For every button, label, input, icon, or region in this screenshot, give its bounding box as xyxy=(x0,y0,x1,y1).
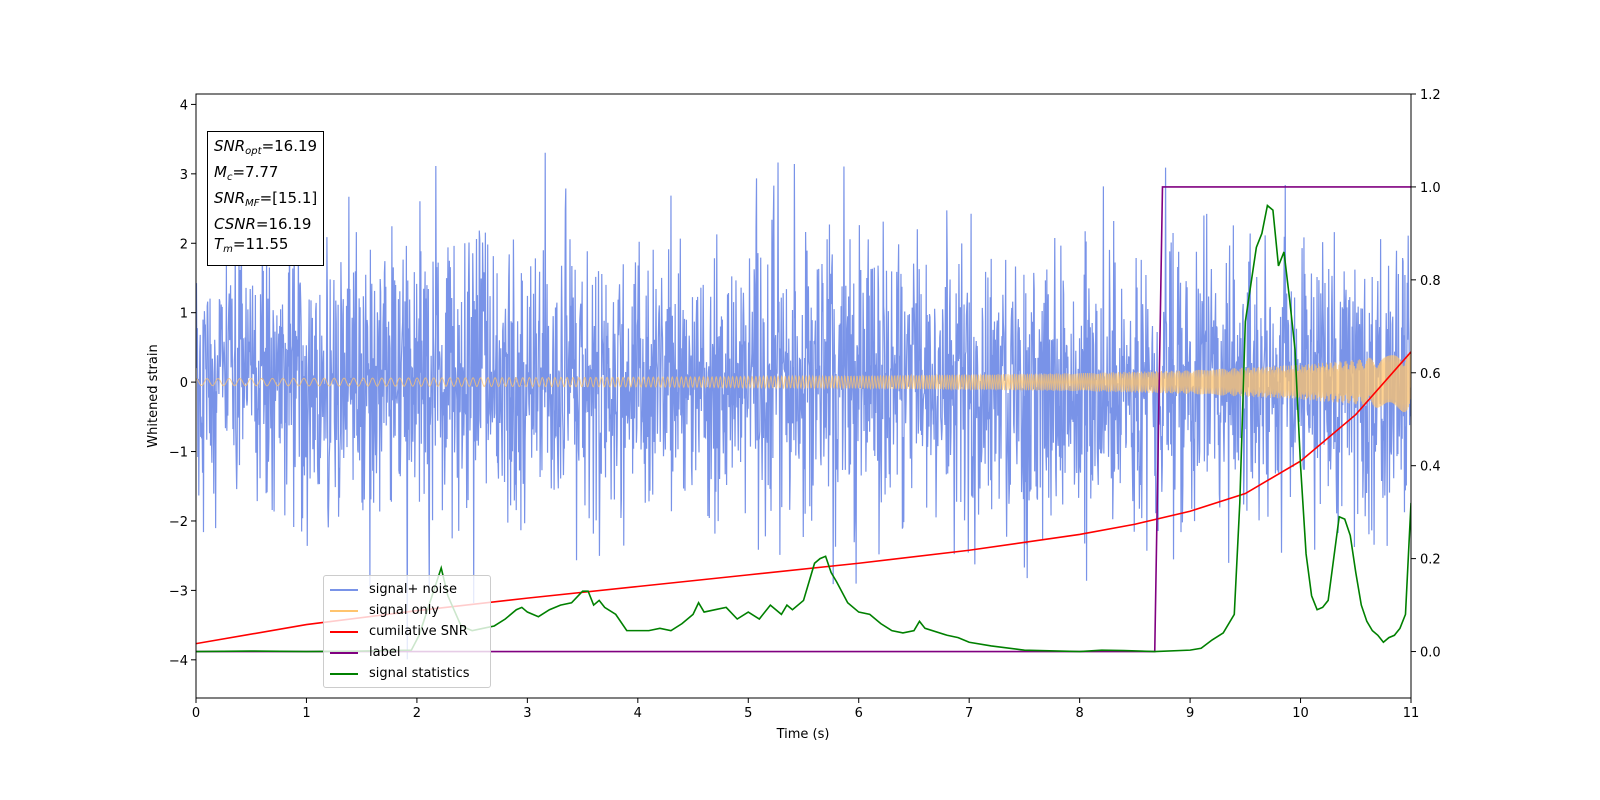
x-tick-label: 9 xyxy=(1186,706,1194,721)
info-line: SNRMF=[15.1] xyxy=(214,189,318,209)
legend-label: cumilative SNR xyxy=(369,624,468,639)
y2-tick-label: 0.4 xyxy=(1420,460,1441,475)
y2-tick-label: 0.6 xyxy=(1420,367,1441,382)
legend-item: signal+ noise xyxy=(330,579,484,600)
legend-item: cumilative SNR xyxy=(330,621,484,642)
legend-item: signal only xyxy=(330,600,484,621)
signal-statistics-series xyxy=(196,204,1411,653)
legend-swatch xyxy=(330,609,358,612)
x-tick-label: 8 xyxy=(1075,706,1083,721)
y-tick-label: 4 xyxy=(180,98,188,113)
y2-tick-label: 0.2 xyxy=(1420,553,1441,568)
legend-swatch xyxy=(330,588,358,591)
legend-item: signal statistics xyxy=(330,663,484,684)
legend: signal+ noise signal only cumilative SNR… xyxy=(323,575,491,688)
info-line: Tm=11.55 xyxy=(214,235,289,255)
x-tick-label: 3 xyxy=(523,706,531,721)
x-axis-label: Time (s) xyxy=(776,727,830,742)
label-series xyxy=(196,186,1411,653)
x-axis: 0 1 2 3 4 5 6 7 8 9 10 11 xyxy=(192,698,1419,721)
legend-label: signal only xyxy=(369,603,440,618)
signal-noise-series xyxy=(196,152,1411,660)
legend-item: label xyxy=(330,642,484,663)
info-line: Mc=7.77 xyxy=(214,163,279,183)
x-tick-label: 7 xyxy=(965,706,973,721)
x-tick-label: 0 xyxy=(192,706,200,721)
y2-tick-label: 1.0 xyxy=(1420,181,1441,196)
legend-swatch xyxy=(330,630,358,633)
legend-swatch xyxy=(330,651,358,654)
y-tick-label: −4 xyxy=(169,654,188,669)
y-axis-label: Whitened strain xyxy=(146,344,161,447)
info-line: SNRopt=16.19 xyxy=(214,137,318,157)
y-axis-right: 0.0 0.2 0.4 0.6 0.8 1.0 1.2 xyxy=(1411,88,1441,661)
y-tick-label: −1 xyxy=(169,446,188,461)
info-line: CSNR=16.19 xyxy=(214,215,312,233)
x-tick-label: 5 xyxy=(744,706,752,721)
y-tick-label: 0 xyxy=(180,376,188,391)
y2-tick-label: 0.0 xyxy=(1420,646,1441,661)
axes-frame xyxy=(195,93,1412,699)
legend-swatch xyxy=(330,672,358,675)
legend-label: label xyxy=(369,645,401,660)
y-tick-label: 2 xyxy=(180,237,188,252)
x-tick-label: 11 xyxy=(1403,706,1420,721)
x-tick-label: 6 xyxy=(855,706,863,721)
parameter-info-box: SNRopt=16.19 Mc=7.77 SNRMF=[15.1] CSNR=1… xyxy=(207,131,325,266)
x-tick-label: 4 xyxy=(634,706,642,721)
y-axis-left: −4 −3 −2 −1 0 1 2 3 4 xyxy=(169,98,196,669)
x-tick-label: 10 xyxy=(1292,706,1309,721)
signal-only-series xyxy=(196,350,1411,413)
legend-label: signal statistics xyxy=(369,666,470,681)
x-tick-label: 1 xyxy=(302,706,310,721)
y-tick-label: −2 xyxy=(169,515,188,530)
y2-tick-label: 0.8 xyxy=(1420,274,1441,289)
y-tick-label: −3 xyxy=(169,584,188,599)
y-tick-label: 1 xyxy=(180,307,188,322)
legend-label: signal+ noise xyxy=(369,582,458,597)
y2-tick-label: 1.2 xyxy=(1420,88,1441,103)
y-tick-label: 3 xyxy=(180,168,188,183)
x-tick-label: 2 xyxy=(413,706,421,721)
